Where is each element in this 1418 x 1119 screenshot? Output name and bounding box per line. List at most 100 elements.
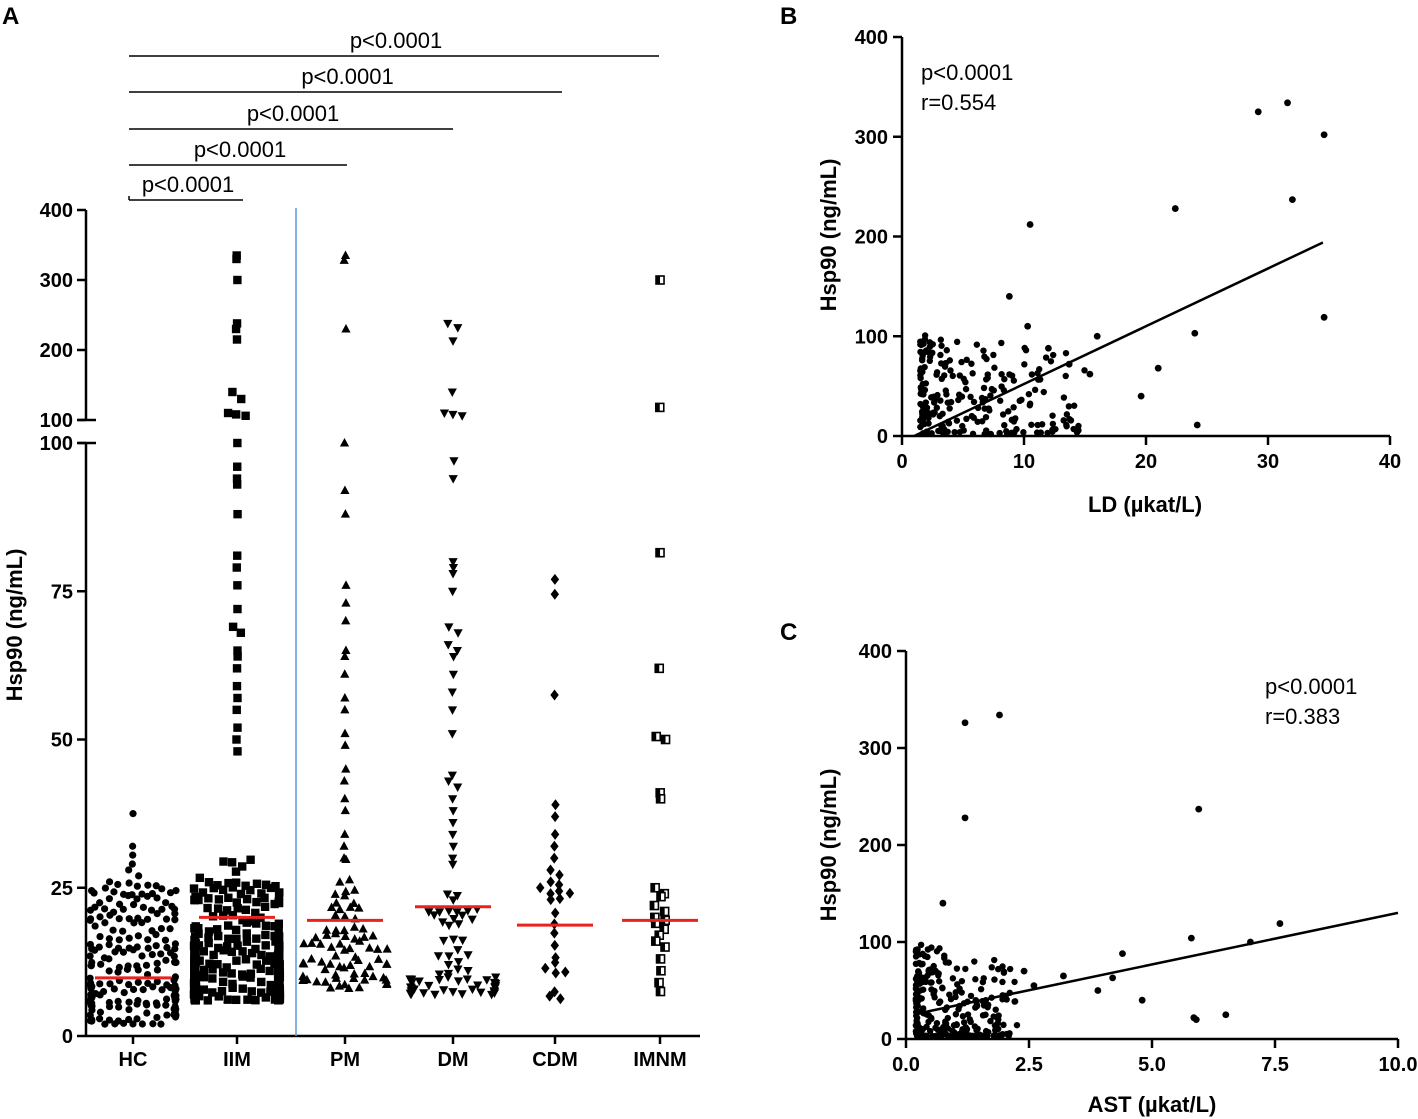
panel-c-regression-line xyxy=(925,911,1399,1014)
point-hc xyxy=(115,915,123,923)
point-pm xyxy=(360,975,370,984)
point-pm xyxy=(339,255,349,264)
point-cdm xyxy=(565,887,575,899)
point-imnm-fill xyxy=(652,732,657,741)
point-hc xyxy=(86,916,94,924)
point-hc xyxy=(162,915,171,923)
point-iim xyxy=(208,974,217,983)
point xyxy=(967,393,974,401)
point-hc xyxy=(105,955,113,963)
point-cdm xyxy=(546,888,555,900)
point xyxy=(1049,412,1056,419)
point-iim xyxy=(232,705,241,715)
point xyxy=(1075,422,1082,430)
point-dm xyxy=(457,412,467,421)
point-hc xyxy=(172,887,180,895)
point-pm xyxy=(339,925,349,935)
point-dm xyxy=(444,907,454,916)
point-dm xyxy=(448,475,458,484)
point-dm xyxy=(448,807,458,816)
point-hc xyxy=(101,905,109,913)
point-dm xyxy=(489,987,499,997)
y-tick-label: 0 xyxy=(881,1029,892,1051)
x-tick-label: 0 xyxy=(896,451,907,473)
point-imnm xyxy=(655,954,666,964)
point-hc xyxy=(144,944,152,952)
point xyxy=(915,951,923,958)
point-hc xyxy=(134,978,142,986)
point-hc xyxy=(171,940,180,948)
point-outlier xyxy=(1005,292,1013,300)
point-dm xyxy=(448,819,458,828)
point-iim xyxy=(227,858,237,867)
point-dm xyxy=(448,410,458,420)
point xyxy=(917,374,924,382)
point-hc xyxy=(162,899,170,907)
point-pm xyxy=(350,934,360,943)
point-hc xyxy=(96,1008,105,1016)
y-tick-label: 300 xyxy=(40,270,73,292)
point-pm xyxy=(331,950,341,960)
point-pm xyxy=(330,889,340,898)
point-hc xyxy=(124,891,132,900)
point xyxy=(926,343,934,350)
point-iim xyxy=(223,408,233,418)
point-iim xyxy=(199,973,209,982)
point-iim xyxy=(232,319,242,328)
point-dm xyxy=(448,896,458,905)
point xyxy=(990,1032,998,1039)
point xyxy=(922,399,930,406)
point xyxy=(988,964,995,971)
point xyxy=(1005,1032,1012,1040)
x-tick-label-imnm: IMNM xyxy=(633,1049,686,1071)
point-pm xyxy=(340,793,350,803)
point-dm xyxy=(453,977,464,986)
point-hc xyxy=(134,932,142,940)
point-dm xyxy=(476,988,486,998)
point-pm xyxy=(344,983,354,993)
point xyxy=(933,948,941,955)
y-tick-label: 400 xyxy=(40,200,73,222)
point-iim xyxy=(231,925,241,935)
point-iim xyxy=(223,921,233,930)
point-iim xyxy=(227,969,236,978)
point-dm xyxy=(452,908,462,917)
point-dm xyxy=(434,908,445,917)
point-iim xyxy=(205,959,214,968)
point-dm xyxy=(447,706,458,715)
point-hc xyxy=(172,985,180,993)
point-hc xyxy=(125,998,133,1006)
point-hc xyxy=(106,911,114,919)
point xyxy=(970,414,977,421)
point-hc xyxy=(105,1002,114,1011)
point-dm xyxy=(449,915,459,924)
point-iim xyxy=(190,958,199,968)
point xyxy=(925,410,933,417)
point-hc xyxy=(115,900,124,908)
point-outlier xyxy=(1060,972,1067,980)
point xyxy=(912,981,920,989)
point xyxy=(938,375,945,383)
point-iim xyxy=(246,973,255,982)
bracket-hc-iim-label: p<0.0001 xyxy=(142,172,234,197)
point-pm xyxy=(326,942,336,951)
point-cdm xyxy=(550,811,560,823)
point-hc xyxy=(96,980,104,988)
point-pm xyxy=(330,910,341,920)
point xyxy=(942,387,949,394)
point xyxy=(1060,394,1068,401)
point xyxy=(1044,429,1051,437)
point-iim xyxy=(204,894,213,903)
point xyxy=(937,336,945,343)
point-hc xyxy=(143,892,152,900)
point-hc xyxy=(125,879,133,887)
point xyxy=(969,370,976,377)
point-pm xyxy=(298,958,308,967)
point-iim xyxy=(222,963,231,972)
panel-c-x-axis-title: AST (µkat/L) xyxy=(1088,1092,1217,1117)
point-hc xyxy=(152,882,160,890)
point-pm xyxy=(341,324,351,333)
point xyxy=(1000,1021,1007,1029)
point xyxy=(960,1019,968,1026)
panel-b-y-axis-title: Hsp90 (ng/mL) xyxy=(816,159,841,312)
